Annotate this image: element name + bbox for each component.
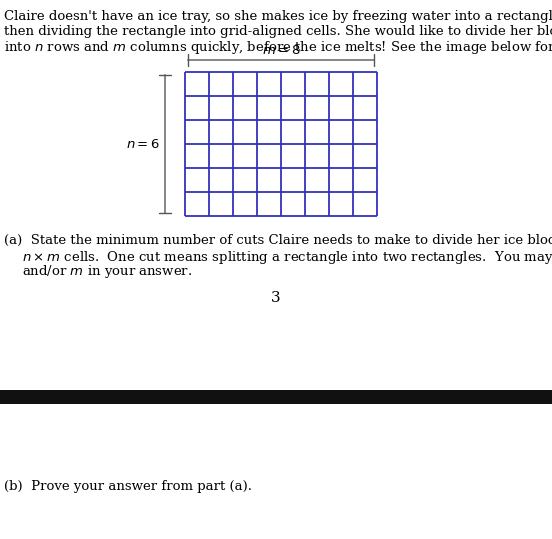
- Text: Claire doesn't have an ice tray, so she makes ice by freezing water into a recta: Claire doesn't have an ice tray, so she …: [4, 10, 552, 23]
- Text: into $n$ rows and $m$ columns quickly, before the ice melts! See the image below: into $n$ rows and $m$ columns quickly, b…: [4, 39, 552, 56]
- Text: $m = 8$: $m = 8$: [262, 44, 300, 57]
- Bar: [0, 390, 552, 404]
- Text: $n = 6$: $n = 6$: [126, 137, 160, 150]
- Text: and/or $m$ in your answer.: and/or $m$ in your answer.: [22, 263, 192, 280]
- Text: then dividing the rectangle into grid-aligned cells. She would like to divide he: then dividing the rectangle into grid-al…: [4, 24, 552, 38]
- Text: $n \times m$ cells.  One cut means splitting a rectangle into two rectangles.  Y: $n \times m$ cells. One cut means splitt…: [22, 248, 552, 266]
- Text: (b)  Prove your answer from part (a).: (b) Prove your answer from part (a).: [4, 480, 252, 493]
- Text: (a)  State the minimum number of cuts Claire needs to make to divide her ice blo: (a) State the minimum number of cuts Cla…: [4, 234, 552, 247]
- Text: 3: 3: [271, 291, 281, 305]
